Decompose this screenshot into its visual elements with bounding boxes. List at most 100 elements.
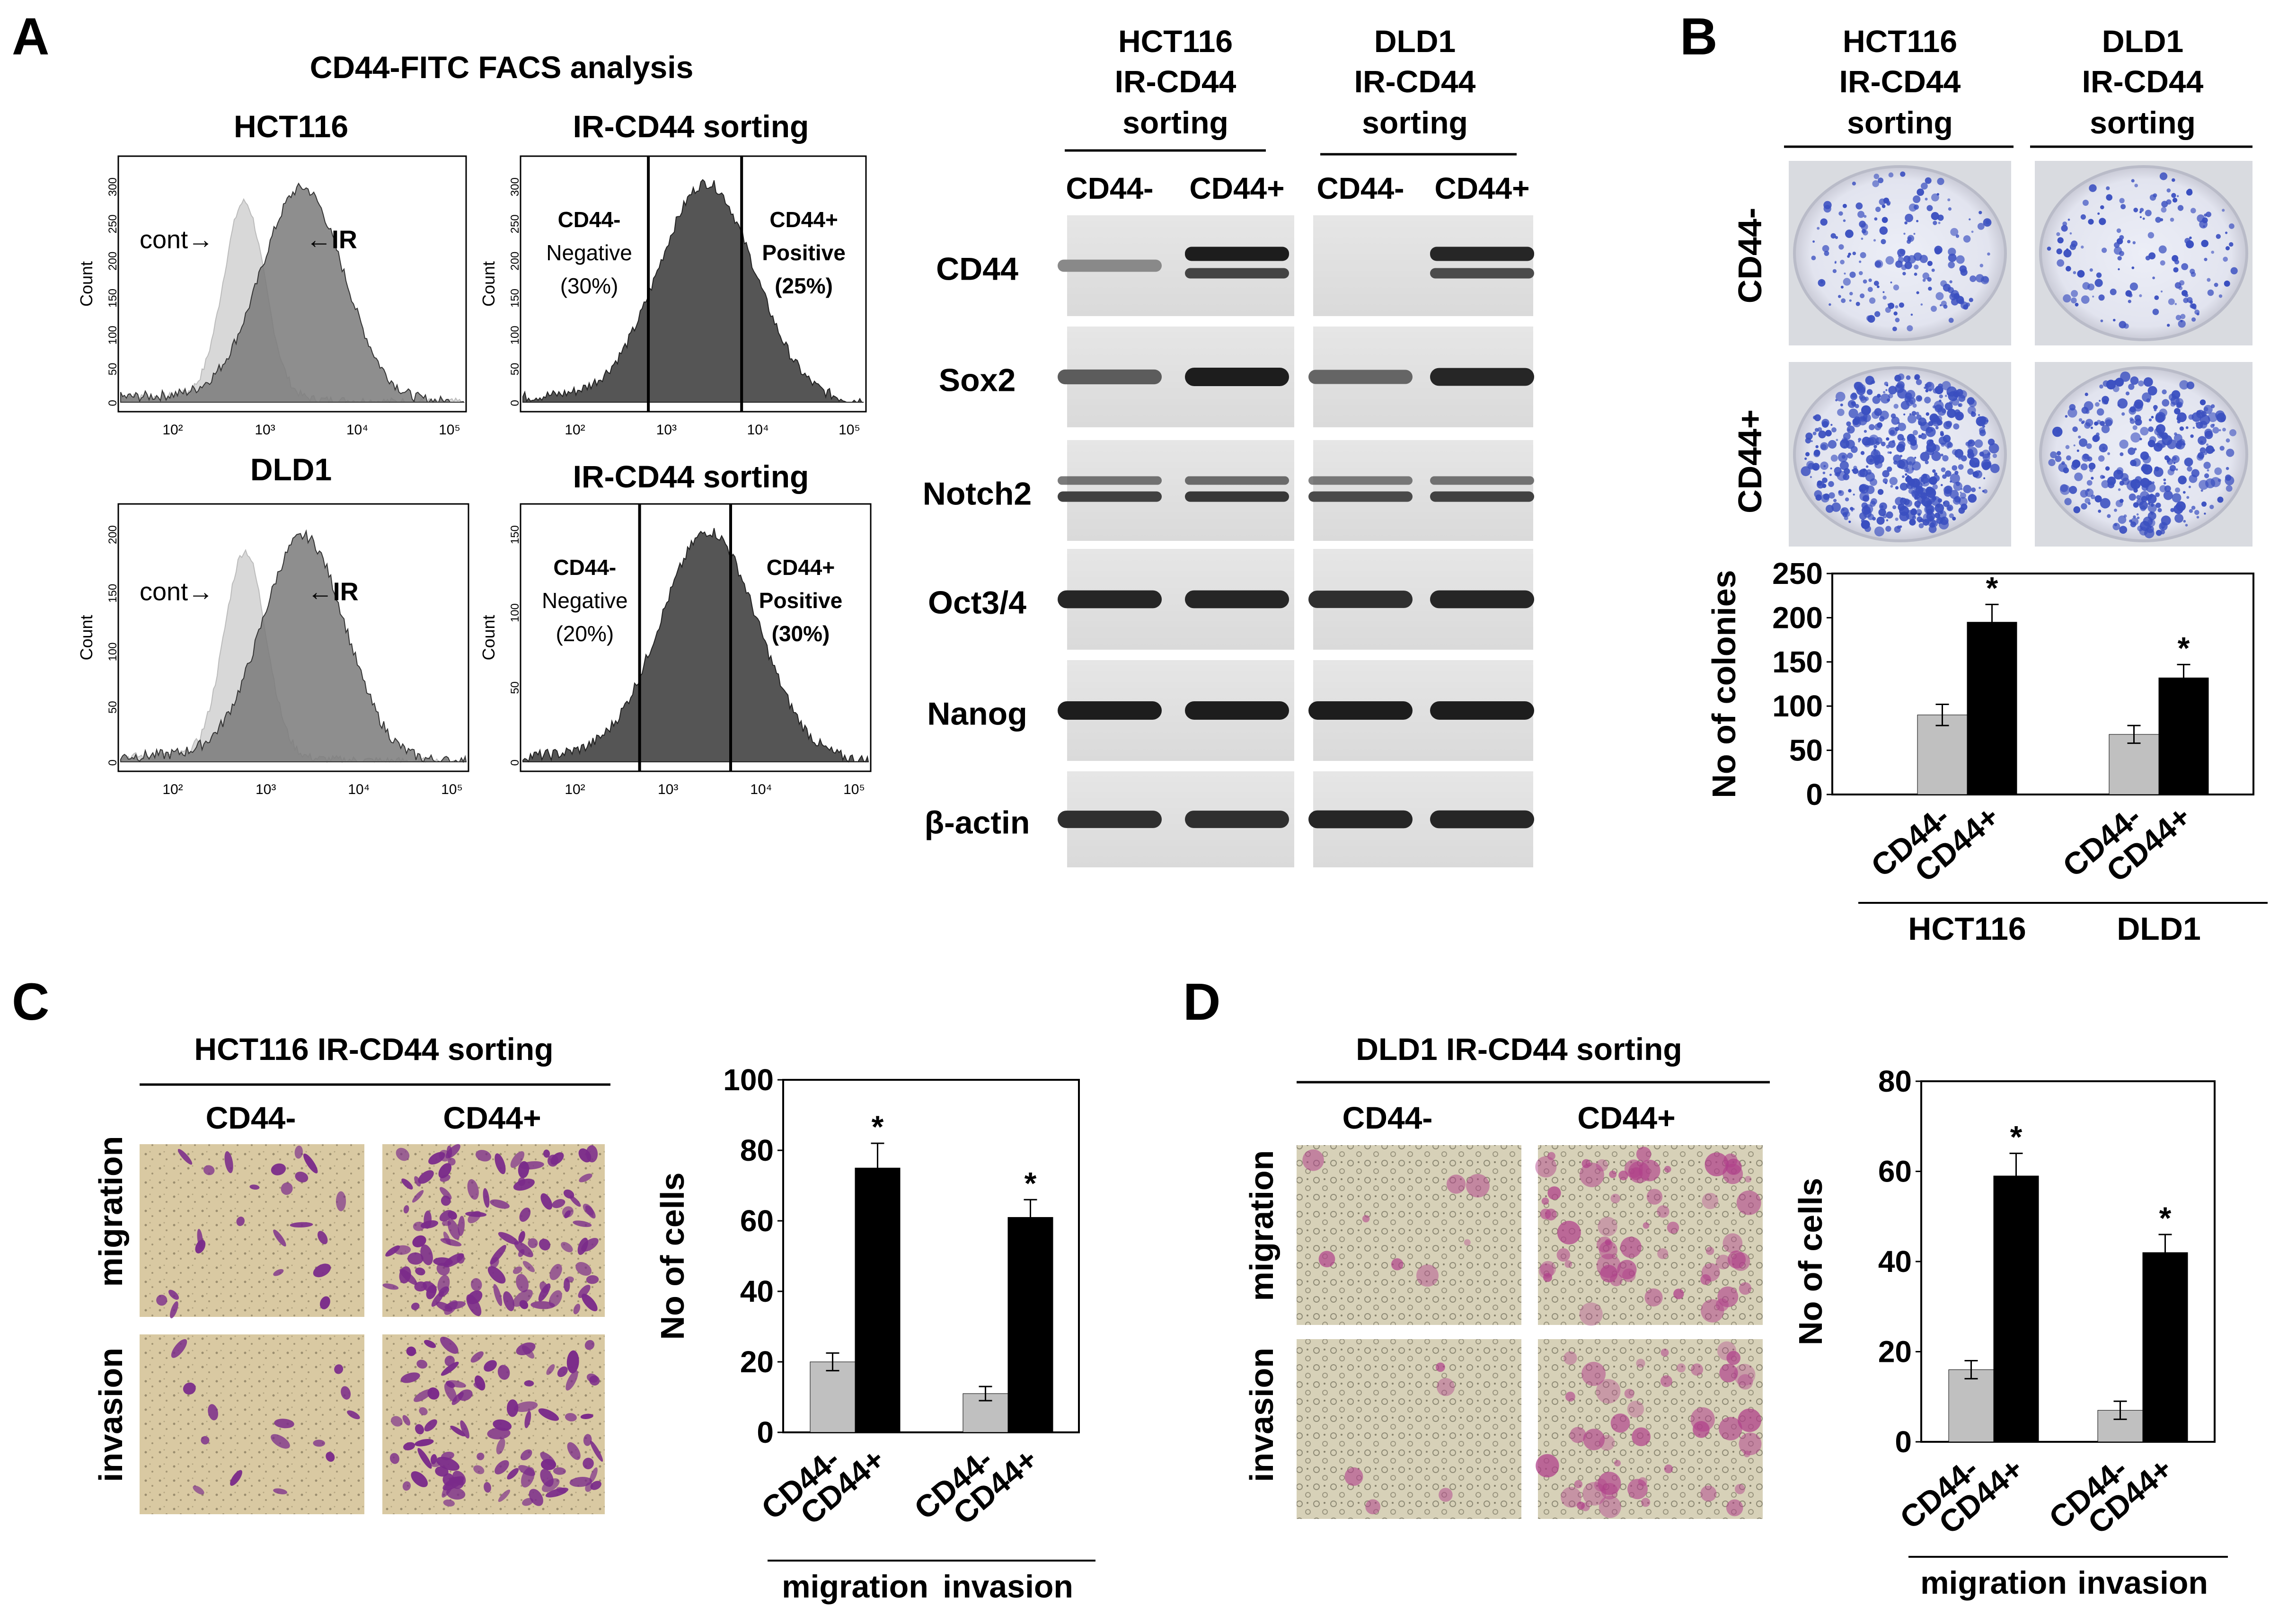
colony-dot xyxy=(2122,477,2130,485)
colony-dot xyxy=(2161,442,2166,448)
western-band xyxy=(1185,701,1289,720)
stained-cell xyxy=(402,1415,411,1426)
stained-cell xyxy=(294,1145,303,1159)
western-band xyxy=(1058,491,1162,502)
colony-dot xyxy=(2086,480,2093,486)
colony-dot xyxy=(2142,217,2145,220)
panel-d-col-pos: CD44+ xyxy=(1577,1100,1675,1135)
facs-y-tick: 100 xyxy=(106,326,119,344)
colony-dot xyxy=(2178,476,2187,485)
stained-cell xyxy=(1437,1378,1455,1396)
colony-dot xyxy=(1920,433,1927,440)
y-tick-label: 60 xyxy=(740,1204,774,1238)
stained-cell xyxy=(249,1184,260,1190)
stained-cell xyxy=(1726,1350,1740,1365)
facs-histogram-sorted xyxy=(522,528,869,763)
colony-dot xyxy=(1983,489,1988,494)
stained-cell xyxy=(1391,1258,1404,1271)
western-row-1: Sox2 xyxy=(939,327,1534,427)
colony-dot xyxy=(1822,245,1829,252)
colony-dot xyxy=(1950,490,1959,499)
colony-dot xyxy=(2197,452,2205,459)
colony-dot xyxy=(1953,423,1960,430)
colony-dot xyxy=(1969,298,1973,302)
colony-dot xyxy=(2182,477,2185,480)
facs-y-tick: 200 xyxy=(106,525,119,544)
colony-dot xyxy=(2129,417,2133,421)
stained-cell xyxy=(493,1284,503,1306)
colony-dot xyxy=(1857,211,1865,218)
colony-dot xyxy=(2168,298,2175,305)
colony-dot xyxy=(2063,294,2071,303)
stained-cell xyxy=(578,1148,592,1163)
colony-dot xyxy=(1943,500,1950,507)
colony-dot xyxy=(2136,495,2141,500)
stained-cell xyxy=(553,1467,566,1475)
colony-dot xyxy=(1988,443,1999,454)
colony-dot xyxy=(1831,427,1837,432)
colony-dot xyxy=(2060,485,2070,495)
stained-cell xyxy=(552,1199,565,1209)
colony-dot xyxy=(2088,219,2094,225)
stained-cell xyxy=(565,1370,578,1391)
colony-dot xyxy=(1826,504,1834,513)
facs-neg-line1: CD44- xyxy=(553,555,616,580)
stained-cell xyxy=(347,1410,360,1420)
significance-marker: * xyxy=(1025,1165,1037,1200)
colony-dot xyxy=(2179,426,2184,431)
colony-dot xyxy=(1926,205,1933,212)
colony-dot xyxy=(1879,416,1885,422)
colony-dot xyxy=(2207,278,2211,282)
colony-dot xyxy=(1939,394,1943,398)
stained-cell xyxy=(584,1340,595,1350)
colony-dot xyxy=(1967,468,1974,475)
colony-dot xyxy=(2117,470,2121,475)
western-blot-strip xyxy=(1313,440,1533,541)
colony-dot xyxy=(1852,418,1861,428)
stained-cell xyxy=(1700,1485,1717,1502)
western-row-5: β-actin xyxy=(925,771,1534,867)
facs-y-tick: 0 xyxy=(106,400,119,406)
micrograph-0 xyxy=(140,1144,364,1318)
colony-dot xyxy=(1844,516,1848,521)
colony-dot xyxy=(1917,513,1921,516)
colony-dot xyxy=(1828,440,1837,449)
colony-dot xyxy=(1955,234,1960,238)
colony-dot xyxy=(2226,467,2229,470)
colony-dot xyxy=(2144,528,2155,538)
colony-dot xyxy=(2094,279,2103,287)
colony-dot xyxy=(1877,285,1880,288)
colony-dot xyxy=(1859,271,1863,275)
colony-dot xyxy=(1911,411,1917,416)
colony-dot xyxy=(1817,227,1820,230)
colony-dot xyxy=(2119,321,2127,328)
colony-dot xyxy=(2163,490,2173,500)
facs-y-tick: 250 xyxy=(509,214,521,233)
stained-cell xyxy=(522,1261,535,1272)
colony-dot xyxy=(1969,440,1973,444)
facs-y-tick: 50 xyxy=(106,701,119,714)
colony-dot xyxy=(1873,239,1876,242)
stained-cell xyxy=(1614,1460,1621,1467)
stained-cell xyxy=(195,1239,206,1253)
colony-dot xyxy=(2200,489,2203,492)
stained-cell xyxy=(487,1266,506,1284)
stained-cell xyxy=(566,1350,579,1374)
stained-cell xyxy=(1643,1222,1650,1229)
colony-dot xyxy=(1915,485,1924,494)
colony-dot xyxy=(1983,477,1986,479)
stained-cell xyxy=(1598,1472,1621,1495)
colony-dot xyxy=(1874,259,1883,268)
colony-dot xyxy=(2069,485,2077,494)
stained-cell xyxy=(1579,1162,1604,1187)
colony-dot xyxy=(1941,484,1943,486)
colony-dot xyxy=(2191,208,2196,213)
y-tick-label: 150 xyxy=(1772,645,1823,679)
group-label: invasion xyxy=(943,1569,1073,1605)
western-protein-label: Nanog xyxy=(927,696,1027,732)
colony-dot xyxy=(1877,489,1884,495)
colony-dot xyxy=(2085,498,2091,504)
facs-y-tick: 150 xyxy=(106,584,119,603)
colony-dot xyxy=(2117,398,2128,409)
colony-dot xyxy=(2167,468,2174,476)
